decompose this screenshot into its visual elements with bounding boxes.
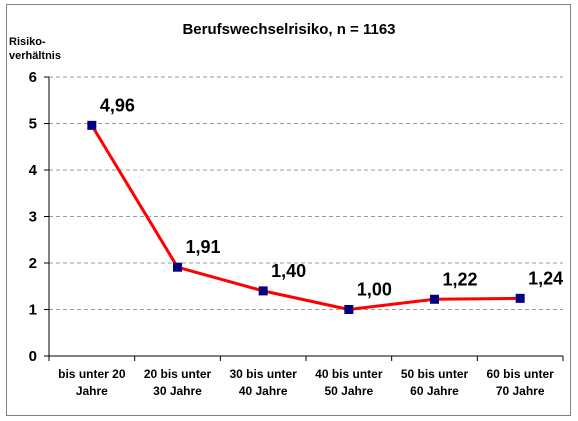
y-tick-label: 2 [29, 255, 37, 272]
y-tick-label: 5 [29, 116, 37, 133]
data-point-marker [258, 286, 268, 296]
series-risk-ratio [87, 120, 525, 314]
y-axis-label-line-1: Risiko- [9, 36, 46, 48]
data-labels: 4,96 1,91 1,40 1,00 1,22 1,24 [100, 95, 563, 299]
data-point-marker [87, 120, 97, 130]
y-tick-label: 3 [29, 209, 37, 226]
y-tick-labels: 0 1 2 3 4 5 6 [29, 69, 38, 365]
y-axis-label-line-2: verhältnis [9, 50, 61, 62]
axes [44, 76, 564, 361]
x-tick-label: 20 bis unter [144, 367, 212, 381]
x-tick-label: 40 Jahre [239, 384, 288, 398]
gridlines [49, 76, 563, 310]
y-tick-label: 6 [29, 69, 37, 86]
data-label: 1,40 [271, 261, 306, 281]
data-point-marker [515, 293, 525, 303]
x-tick-label: 70 Jahre [496, 384, 545, 398]
x-tick-label: 40 bis unter [315, 367, 383, 381]
x-tick-label: 50 Jahre [324, 384, 373, 398]
data-label: 1,22 [443, 269, 478, 289]
data-point-marker [430, 294, 439, 304]
data-label: 4,96 [100, 95, 135, 115]
x-tick-label: 30 Jahre [153, 384, 202, 398]
x-tick-label: bis unter 20 [58, 367, 126, 381]
chart-title: Berufswechselrisiko, n = 1163 [182, 21, 395, 38]
y-tick-label: 4 [29, 162, 38, 179]
x-tick-label: 60 Jahre [410, 384, 459, 398]
data-point-marker [173, 262, 182, 272]
data-label: 1,91 [186, 237, 221, 257]
x-tick-label: 30 bis unter [229, 367, 297, 381]
y-tick-label: 1 [29, 302, 37, 319]
x-tick-label: 60 bis unter [486, 367, 554, 381]
y-tick-label: 0 [29, 348, 37, 365]
data-label: 1,00 [357, 280, 392, 300]
x-tick-label: 50 bis unter [401, 367, 469, 381]
series-line [90, 124, 521, 311]
data-label: 1,24 [528, 268, 563, 288]
data-point-marker [344, 305, 354, 314]
x-tick-labels: bis unter 20 Jahre 20 bis unter 30 Jahre 30 … [58, 367, 554, 398]
x-tick-label: Jahre [76, 384, 108, 398]
chart-frame [6, 4, 571, 416]
